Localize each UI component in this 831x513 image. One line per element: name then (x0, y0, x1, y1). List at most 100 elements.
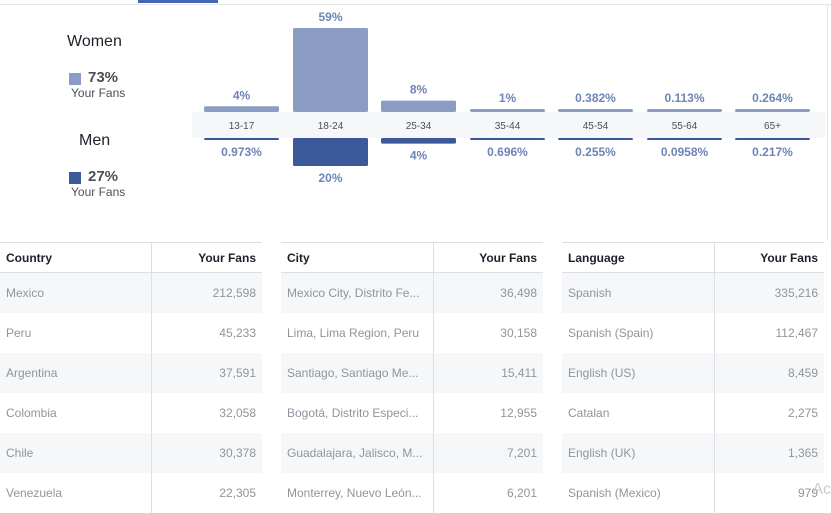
legend-women-title: Women (67, 33, 122, 50)
women-bar (735, 109, 810, 112)
language-name-cell: English (UK) (562, 433, 714, 473)
language-name-cell: Catalan (568, 406, 610, 420)
table-row: English (UK) 1,365 (562, 433, 824, 473)
city-name-cell: Lima, Lima Region, Peru (287, 326, 420, 340)
women-bar (470, 109, 545, 112)
men-bar-label: 4% (410, 149, 428, 163)
table-row: Santiago, Santiago Me... 15,411 (281, 353, 543, 393)
city-header[interactable]: City (281, 242, 433, 273)
fan-tables: Country Your Fans Mexico 212,598 Peru 45,23… (0, 242, 831, 513)
table-row: Chile 30,378 (0, 433, 262, 473)
city-name-cell: Mexico City, Distrito Fe... (281, 272, 433, 313)
legend-men-swatch (69, 172, 81, 184)
city-fans-cell: 6,201 (432, 473, 543, 513)
city-fans-cell: 7,201 (432, 433, 543, 473)
country-fans-cell: 45,233 (150, 313, 262, 353)
country-fans-cell: 22,305 (150, 473, 262, 513)
men-bar-label: 0.217% (752, 145, 793, 159)
legend-men-title: Men (79, 132, 111, 149)
legend-men-pct: 27% (88, 168, 119, 185)
table-row: Monterrey, Nuevo León... 6,201 (281, 473, 543, 513)
age-gender-chart: 4% 13-17 0.973% 59% 18-24 20% 8% 25-34 4% 1% 35-44… (192, 10, 825, 185)
table-row: Peru 45,233 (0, 313, 262, 353)
legend-men-sub: Your Fans (71, 185, 126, 199)
women-bar-label: 8% (410, 83, 428, 97)
country-table: Country Your Fans Mexico 212,598 Peru 45,23… (0, 242, 262, 513)
age-tick-label: 25-34 (406, 121, 432, 132)
men-bar (293, 138, 368, 166)
men-bar (381, 138, 456, 144)
language-name-cell: Spanish (562, 272, 714, 313)
country-fans-header[interactable]: Your Fans (150, 242, 262, 273)
language-fans-cell: 335,216 (713, 272, 824, 313)
city-name-cell: Santiago, Santiago Me... (281, 353, 433, 393)
table-row: Bogotá, Distrito Especi... 12,955 (281, 393, 543, 433)
language-fans-cell: 2,275 (713, 393, 824, 433)
women-bar-label: 59% (318, 10, 342, 24)
language-fans-cell: 1,365 (713, 433, 824, 473)
top-divider (0, 4, 831, 5)
men-bar-label: 0.973% (221, 145, 262, 159)
women-bar (381, 100, 456, 112)
women-bar-label: 1% (499, 91, 517, 105)
country-fans-cell: 30,378 (150, 433, 262, 473)
legend-women-swatch (69, 73, 81, 85)
language-table: Language Your Fans Spanish 335,216 Spanish… (562, 242, 824, 513)
language-fans-cell: 112,467 (713, 313, 824, 353)
table-row: Spanish 335,216 (562, 272, 824, 313)
women-bar-label: 4% (233, 88, 251, 102)
country-name-cell: Chile (0, 433, 151, 473)
watermark: Ac (812, 481, 831, 498)
men-bar-label: 0.0958% (661, 145, 709, 159)
country-name-cell: Peru (6, 326, 32, 340)
legend-women-pct: 73% (88, 69, 119, 86)
country-name-cell: Colombia (6, 406, 57, 420)
country-fans-cell: 37,591 (150, 353, 262, 393)
age-tick-label: 13-17 (229, 121, 255, 132)
age-label-band (192, 112, 825, 138)
city-fans-header[interactable]: Your Fans (432, 242, 543, 273)
country-fans-cell: 212,598 (150, 272, 262, 313)
age-tick-label: 45-54 (583, 121, 609, 132)
right-divider (827, 4, 828, 241)
city-name-cell: Monterrey, Nuevo León... (287, 486, 422, 500)
women-bar-label: 0.382% (575, 91, 616, 105)
table-row: Argentina 37,591 (0, 353, 262, 393)
city-fans-cell: 30,158 (432, 313, 543, 353)
country-header[interactable]: Country (0, 242, 151, 273)
city-fans-cell: 15,411 (432, 353, 543, 393)
men-bar (735, 138, 810, 140)
men-bar (204, 138, 279, 140)
city-fans-cell: 12,955 (432, 393, 543, 433)
age-tick-label: 35-44 (495, 121, 521, 132)
table-row: Colombia 32,058 (0, 393, 262, 433)
language-name-cell: Spanish (Mexico) (568, 486, 661, 500)
men-bar-label: 0.696% (487, 145, 528, 159)
age-tick-label: 55-64 (672, 121, 698, 132)
women-bar (293, 28, 368, 112)
table-row: Spanish (Mexico) 979 (562, 473, 824, 513)
men-bar-label: 0.255% (575, 145, 616, 159)
country-name-cell: Mexico (0, 272, 151, 313)
women-bar (558, 109, 633, 112)
language-header[interactable]: Language (562, 242, 714, 273)
women-bar-label: 0.264% (752, 91, 793, 105)
table-row: Mexico City, Distrito Fe... 36,498 (281, 272, 543, 313)
men-bar (558, 138, 633, 140)
language-fans-cell: 8,459 (713, 353, 824, 393)
language-fans-header[interactable]: Your Fans (713, 242, 824, 273)
country-name-cell: Argentina (0, 353, 151, 393)
table-row: Catalan 2,275 (562, 393, 824, 433)
legend-women-sub: Your Fans (71, 86, 126, 100)
country-fans-cell: 32,058 (150, 393, 262, 433)
table-row: Mexico 212,598 (0, 272, 262, 313)
men-bar (647, 138, 722, 140)
table-row: Lima, Lima Region, Peru 30,158 (281, 313, 543, 353)
table-row: Guadalajara, Jalisco, M... 7,201 (281, 433, 543, 473)
country-name-cell: Venezuela (6, 486, 63, 500)
table-row: English (US) 8,459 (562, 353, 824, 393)
city-fans-cell: 36,498 (432, 272, 543, 313)
city-name-cell: Guadalajara, Jalisco, M... (281, 433, 433, 473)
active-tab-indicator (138, 0, 218, 3)
language-name-cell: English (US) (562, 353, 714, 393)
